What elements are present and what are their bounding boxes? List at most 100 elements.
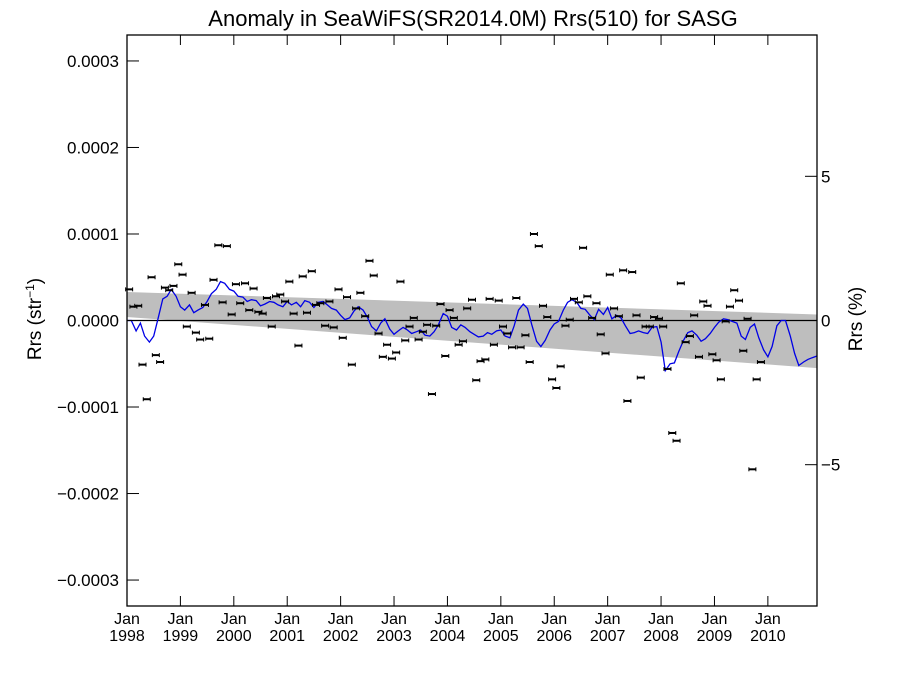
x-tick-year-label: 2002 (323, 628, 359, 645)
data-point (721, 319, 730, 324)
data-point (147, 275, 156, 280)
data-point (325, 299, 334, 304)
data-point (489, 342, 498, 347)
data-point (668, 430, 677, 435)
data-point (436, 302, 445, 307)
data-point (685, 334, 694, 339)
x-tick-year-label: 2003 (376, 628, 412, 645)
data-point (200, 302, 209, 307)
data-point (316, 301, 325, 306)
x-tick-year-label: 2009 (697, 628, 733, 645)
y-tick-label: 0.0003 (67, 52, 119, 71)
data-point (352, 306, 361, 311)
data-point (681, 340, 690, 345)
data-point (632, 313, 641, 318)
data-point (427, 392, 436, 397)
data-point (659, 324, 668, 329)
data-point (605, 272, 614, 277)
running-mean-layer (127, 280, 818, 373)
data-point (138, 362, 147, 367)
data-point (205, 336, 214, 341)
data-point (472, 378, 481, 383)
right-axis-label: Rrs (%) (846, 287, 867, 351)
data-point (338, 335, 347, 340)
data-point (409, 315, 418, 320)
data-point (628, 270, 637, 275)
data-point (374, 331, 383, 336)
x-tick-year-label: 2006 (536, 628, 572, 645)
x-tick-year-label: 2010 (750, 628, 786, 645)
data-point (468, 297, 476, 302)
data-point (699, 299, 708, 304)
data-point (258, 311, 267, 316)
data-point (343, 295, 352, 300)
data-point (548, 377, 557, 382)
y2-tick-label: −5 (821, 456, 840, 475)
data-point (614, 314, 623, 319)
data-point (134, 303, 143, 308)
data-point (485, 296, 494, 301)
trend-band-layer (127, 291, 817, 369)
data-point (160, 285, 169, 290)
data-point (262, 296, 271, 301)
data-point (735, 298, 744, 303)
data-point (743, 316, 752, 321)
data-point (321, 323, 330, 328)
data-point (619, 268, 628, 273)
data-point (539, 303, 548, 308)
data-point (739, 348, 748, 353)
data-point (267, 324, 276, 329)
data-point (503, 331, 512, 336)
data-point (227, 312, 236, 317)
x-tick-month-label: Jan (381, 611, 407, 628)
x-tick-month-label: Jan (755, 611, 781, 628)
data-point (498, 324, 507, 329)
y-tick-label: 0.0000 (67, 312, 119, 331)
data-point (249, 286, 258, 291)
data-point (449, 315, 458, 320)
data-point (182, 324, 191, 329)
x-tick-month-label: Jan (702, 611, 728, 628)
x-tick-year-label: 2005 (483, 628, 519, 645)
data-point (694, 354, 703, 359)
data-point (281, 299, 290, 304)
data-point (712, 358, 721, 363)
data-point (574, 300, 583, 305)
data-point (356, 290, 365, 295)
data-point (534, 244, 543, 249)
data-point (142, 397, 151, 402)
x-tick-year-label: 2001 (269, 628, 305, 645)
x-tick-year-label: 2008 (643, 628, 679, 645)
data-point (708, 352, 717, 357)
data-point (716, 377, 725, 382)
data-point (222, 244, 231, 249)
axes-layer: 0.0003 0.0002 0.0001 0.0000 −0.0001 −0.0002 −0… (57, 34, 840, 645)
data-point (592, 301, 601, 306)
data-point (525, 360, 534, 365)
data-point (645, 324, 654, 329)
data-point (552, 385, 561, 390)
data-point (245, 308, 254, 313)
data-point (423, 322, 432, 327)
data-points-layer (125, 231, 765, 472)
data-point (302, 310, 311, 315)
y-axis-label-main: Rrs (str (25, 297, 46, 360)
x-tick-month-label: Jan (221, 611, 247, 628)
data-point (748, 467, 757, 472)
data-point (623, 398, 632, 403)
data-point (508, 345, 517, 350)
y-axis-label: Rrs (str−1) (23, 278, 46, 360)
data-point (294, 343, 303, 348)
data-point (156, 360, 165, 365)
data-point (441, 353, 450, 358)
data-point (307, 269, 316, 274)
data-point (418, 329, 427, 334)
data-point (752, 377, 761, 382)
data-point (445, 308, 454, 313)
x-tick-month-label: Jan (595, 611, 621, 628)
data-point (165, 288, 174, 293)
data-point (285, 279, 294, 284)
x-tick-year-label: 2007 (590, 628, 626, 645)
data-point (494, 298, 503, 303)
x-tick-year-label: 2000 (216, 628, 252, 645)
